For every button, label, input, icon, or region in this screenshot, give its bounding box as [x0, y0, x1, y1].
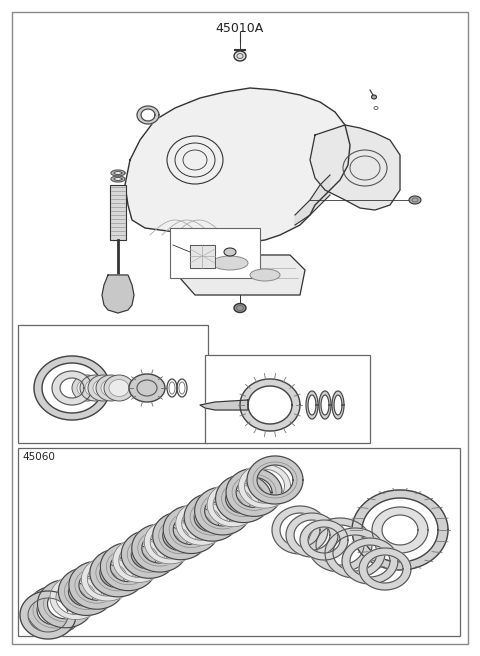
- Polygon shape: [90, 549, 146, 597]
- Polygon shape: [216, 474, 272, 523]
- Polygon shape: [180, 255, 305, 295]
- Ellipse shape: [234, 304, 246, 312]
- Polygon shape: [184, 493, 240, 541]
- Polygon shape: [163, 506, 219, 554]
- Polygon shape: [20, 591, 75, 639]
- Polygon shape: [310, 125, 400, 210]
- Text: 45030: 45030: [22, 328, 55, 338]
- Polygon shape: [100, 543, 156, 590]
- Polygon shape: [372, 507, 428, 553]
- Text: 45040: 45040: [210, 358, 243, 368]
- Polygon shape: [190, 245, 215, 268]
- Polygon shape: [194, 487, 251, 535]
- Polygon shape: [82, 557, 133, 601]
- Polygon shape: [359, 548, 411, 590]
- Polygon shape: [153, 512, 209, 560]
- Polygon shape: [332, 391, 344, 419]
- Ellipse shape: [129, 374, 165, 402]
- Bar: [110, 185, 126, 240]
- Polygon shape: [59, 567, 114, 615]
- Polygon shape: [200, 400, 248, 410]
- Polygon shape: [295, 175, 330, 225]
- Ellipse shape: [72, 375, 102, 401]
- Polygon shape: [247, 456, 303, 504]
- Ellipse shape: [109, 380, 129, 396]
- Polygon shape: [352, 490, 448, 570]
- Polygon shape: [176, 501, 228, 545]
- Ellipse shape: [85, 380, 105, 396]
- Ellipse shape: [88, 375, 118, 401]
- Text: 45050: 45050: [173, 232, 206, 242]
- Ellipse shape: [250, 269, 280, 281]
- Polygon shape: [272, 506, 328, 554]
- Polygon shape: [342, 538, 398, 584]
- Polygon shape: [239, 464, 290, 508]
- Polygon shape: [137, 106, 159, 124]
- Polygon shape: [34, 356, 110, 420]
- Polygon shape: [52, 371, 92, 405]
- Ellipse shape: [224, 248, 236, 256]
- Polygon shape: [113, 539, 165, 583]
- Polygon shape: [144, 520, 196, 564]
- Ellipse shape: [234, 51, 246, 61]
- Ellipse shape: [80, 375, 110, 401]
- Polygon shape: [226, 468, 282, 516]
- Polygon shape: [102, 275, 134, 313]
- Bar: [18, 448, 460, 636]
- Polygon shape: [50, 575, 102, 620]
- Polygon shape: [207, 483, 259, 527]
- Ellipse shape: [104, 375, 134, 401]
- Ellipse shape: [93, 380, 113, 396]
- Polygon shape: [121, 530, 177, 579]
- Polygon shape: [37, 580, 94, 628]
- Ellipse shape: [101, 380, 121, 396]
- Polygon shape: [319, 391, 331, 419]
- Polygon shape: [300, 520, 348, 560]
- Polygon shape: [286, 513, 338, 557]
- Ellipse shape: [77, 380, 97, 396]
- Polygon shape: [132, 524, 188, 572]
- Polygon shape: [325, 528, 385, 578]
- Polygon shape: [111, 170, 125, 176]
- Text: 45010A: 45010A: [216, 22, 264, 35]
- Ellipse shape: [409, 196, 421, 204]
- Bar: [170, 228, 260, 278]
- Polygon shape: [125, 88, 350, 242]
- Bar: [205, 355, 370, 443]
- Text: 45060: 45060: [22, 452, 55, 462]
- Bar: [18, 325, 208, 443]
- Ellipse shape: [372, 95, 376, 99]
- Polygon shape: [306, 391, 318, 419]
- Polygon shape: [240, 379, 300, 431]
- Ellipse shape: [212, 256, 248, 270]
- Polygon shape: [308, 518, 372, 572]
- Polygon shape: [69, 562, 125, 609]
- Ellipse shape: [96, 375, 126, 401]
- Polygon shape: [111, 176, 125, 182]
- Ellipse shape: [374, 106, 378, 110]
- Polygon shape: [27, 586, 83, 634]
